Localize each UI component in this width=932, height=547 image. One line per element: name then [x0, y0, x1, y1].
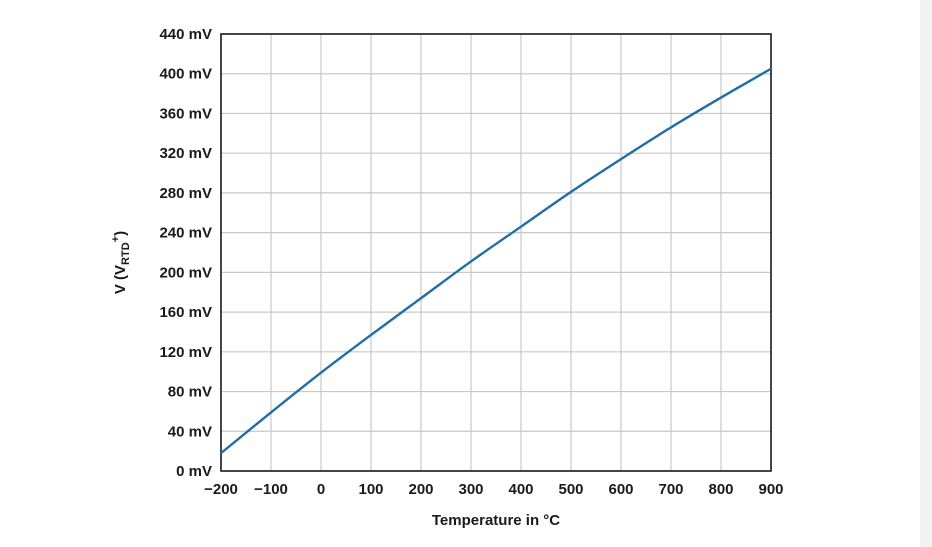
x-tick-label: 500 [558, 481, 583, 498]
y-axis-title-prefix: V (V [112, 265, 129, 294]
y-tick-label: 120 mV [159, 344, 212, 361]
y-tick-label: 440 mV [159, 26, 212, 43]
x-tick-label: 200 [408, 481, 433, 498]
x-tick-label: 700 [658, 481, 683, 498]
x-tick-label: 600 [608, 481, 633, 498]
page-edge-strip [920, 0, 932, 547]
y-tick-label: 200 mV [159, 264, 212, 281]
x-tick-label: 400 [508, 481, 533, 498]
grid-lines [220, 33, 772, 472]
y-tick-label: 240 mV [159, 225, 212, 242]
x-tick-label: 300 [458, 481, 483, 498]
y-tick-label: 360 mV [159, 105, 212, 122]
y-tick-label: 80 mV [168, 384, 212, 401]
y-axis-title-superscript: + [110, 236, 122, 242]
y-tick-labels: 0 mV 40 mV 80 mV 120 mV 160 mV 200 mV 240 mV 28… [159, 26, 212, 480]
y-axis-title-subscript: RTD [120, 242, 132, 265]
y-tick-label: 0 mV [176, 463, 212, 480]
y-tick-label: 320 mV [159, 145, 212, 162]
x-tick-label: 0 [317, 481, 325, 498]
y-axis-title-suffix: ) [112, 231, 129, 236]
x-tick-label: 900 [758, 481, 783, 498]
series-line [220, 67, 772, 455]
plot-frame [220, 33, 772, 472]
x-tick-label: 800 [708, 481, 733, 498]
x-tick-label: −100 [254, 481, 288, 498]
y-axis-title: V (VRTD+) [110, 231, 132, 294]
x-tick-label: 100 [358, 481, 383, 498]
y-tick-label: 40 mV [168, 423, 212, 440]
y-tick-label: 160 mV [159, 304, 212, 321]
y-tick-label: 400 mV [159, 66, 212, 83]
x-tick-labels: −200 −100 0 100 200 300 400 500 600 700 800 900 [204, 481, 783, 498]
y-tick-label: 280 mV [159, 185, 212, 202]
series-layer [220, 67, 772, 455]
x-tick-label: −200 [204, 481, 238, 498]
x-axis-title: Temperature in °C [432, 512, 560, 529]
